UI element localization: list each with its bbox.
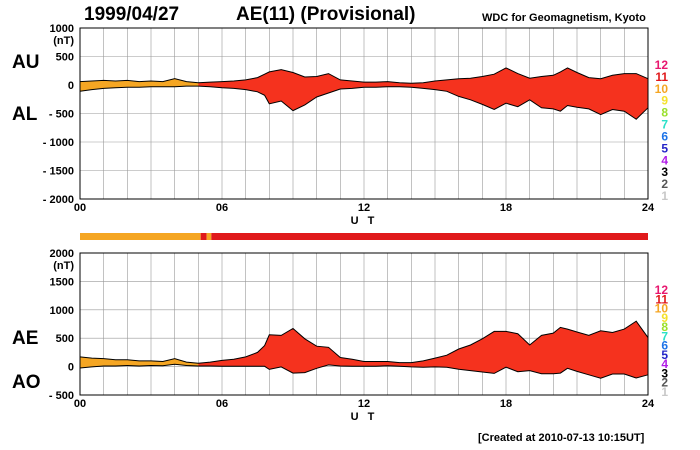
y-tick-label: 500 bbox=[56, 52, 74, 64]
area-fill-early bbox=[80, 78, 211, 92]
level-label-9: 9 bbox=[661, 94, 668, 108]
ao-label: AO bbox=[12, 372, 41, 393]
y-tick-label: - 2000 bbox=[43, 194, 74, 206]
series-line-ae bbox=[79, 320, 649, 364]
level-label-8: 8 bbox=[661, 320, 668, 334]
plot-frame bbox=[79, 27, 649, 200]
level-label-5: 5 bbox=[661, 141, 668, 155]
level-label-1: 1 bbox=[661, 189, 668, 203]
x-axis-label: U T bbox=[351, 215, 378, 227]
y-unit-label: (nT) bbox=[53, 260, 74, 272]
y-tick-label: 1000 bbox=[50, 305, 74, 317]
y-tick-label: 0 bbox=[68, 80, 74, 92]
quality-bar-segment bbox=[200, 233, 207, 240]
level-label-3: 3 bbox=[661, 165, 668, 179]
level-label-2: 2 bbox=[661, 177, 668, 191]
quality-bar-segment bbox=[211, 233, 648, 240]
date-title: 1999/04/27 bbox=[84, 4, 180, 25]
area-fill-late bbox=[198, 321, 649, 379]
ae-label: AE bbox=[12, 328, 39, 349]
x-tick-label: 06 bbox=[216, 398, 228, 410]
level-label-8: 8 bbox=[661, 106, 668, 120]
level-label-1: 1 bbox=[661, 385, 668, 399]
series-line-ao bbox=[79, 363, 649, 379]
level-label-3: 3 bbox=[661, 366, 668, 380]
series-line-al bbox=[79, 85, 649, 120]
al-label: AL bbox=[12, 104, 38, 125]
x-tick-label: 18 bbox=[500, 398, 512, 410]
x-tick-label: 00 bbox=[74, 398, 86, 410]
created-timestamp: [Created at 2010-07-13 10:15UT] bbox=[478, 432, 645, 444]
level-label-7: 7 bbox=[661, 118, 668, 132]
x-tick-label: 18 bbox=[500, 202, 512, 214]
y-tick-label: 500 bbox=[56, 333, 74, 345]
level-label-11: 11 bbox=[655, 70, 668, 84]
level-label-12: 12 bbox=[655, 283, 669, 297]
chart-title: AE(11) (Provisional) bbox=[236, 4, 416, 25]
quality-bar-segment bbox=[206, 233, 212, 240]
x-tick-label: 00 bbox=[74, 202, 86, 214]
level-label-4: 4 bbox=[661, 357, 668, 371]
level-label-4: 4 bbox=[661, 153, 668, 167]
level-label-9: 9 bbox=[661, 311, 668, 325]
y-tick-label: 1000 bbox=[50, 23, 74, 35]
level-label-2: 2 bbox=[661, 376, 668, 390]
x-tick-label: 24 bbox=[642, 398, 655, 410]
x-tick-label: 06 bbox=[216, 202, 228, 214]
level-label-12: 12 bbox=[655, 58, 669, 72]
plot-frame bbox=[79, 252, 649, 396]
y-tick-label: - 1000 bbox=[43, 137, 74, 149]
x-tick-label: 12 bbox=[358, 202, 370, 214]
y-tick-label: - 500 bbox=[49, 109, 74, 121]
y-tick-label: 1500 bbox=[50, 276, 74, 288]
au-label: AU bbox=[12, 52, 40, 73]
y-tick-label: 0 bbox=[68, 362, 74, 374]
y-unit-label: (nT) bbox=[53, 35, 74, 47]
level-label-10: 10 bbox=[655, 82, 669, 96]
x-tick-label: 24 bbox=[642, 202, 655, 214]
area-fill-late bbox=[198, 67, 649, 120]
level-label-7: 7 bbox=[661, 329, 668, 343]
x-axis-label: U T bbox=[351, 411, 378, 423]
level-label-6: 6 bbox=[661, 339, 668, 353]
x-tick-label: 12 bbox=[358, 398, 370, 410]
level-label-10: 10 bbox=[655, 302, 669, 316]
y-tick-label: - 500 bbox=[49, 390, 74, 402]
y-tick-label: 2000 bbox=[50, 248, 74, 260]
source-label: WDC for Geomagnetism, Kyoto bbox=[482, 12, 646, 24]
level-label-11: 11 bbox=[655, 292, 668, 306]
quality-bar-segment bbox=[80, 233, 201, 240]
level-label-6: 6 bbox=[661, 129, 668, 143]
level-label-5: 5 bbox=[661, 348, 668, 362]
y-tick-label: - 1500 bbox=[43, 166, 74, 178]
series-line-au bbox=[79, 67, 649, 84]
